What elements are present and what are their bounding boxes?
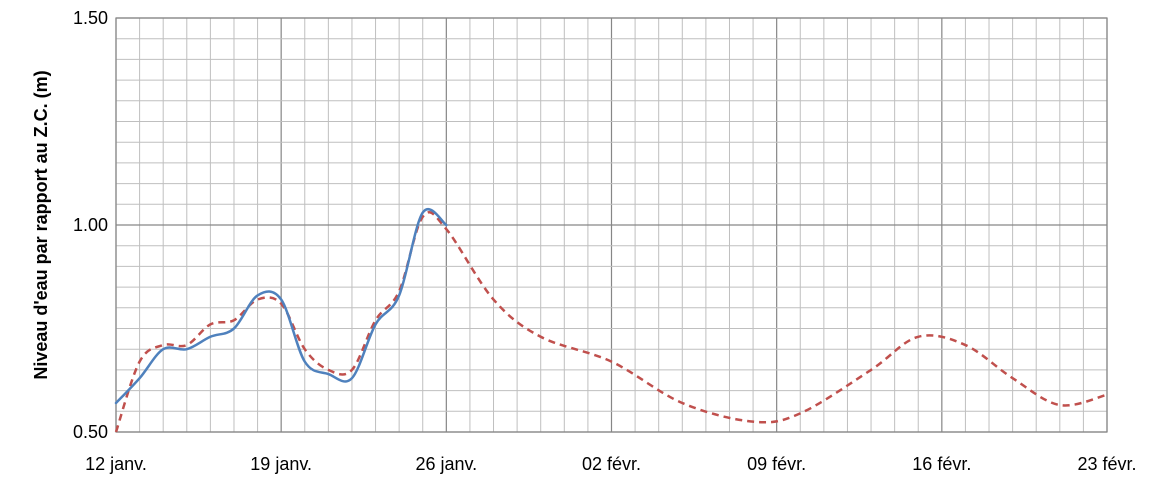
series-lines: [114, 208, 1108, 433]
x-tick-label: 09 févr.: [747, 454, 806, 474]
y-axis-title: Niveau d'eau par rapport au Z.C. (m): [31, 70, 51, 379]
x-tick-label: 19 janv.: [250, 454, 312, 474]
series-line-solid-blue: [114, 208, 448, 405]
x-tick-label: 02 févr.: [582, 454, 641, 474]
x-tick-label: 23 févr.: [1077, 454, 1136, 474]
y-tick-label: 1.00: [73, 215, 108, 235]
x-tick-labels: 12 janv. 19 janv. 26 janv. 02 févr. 09 févr.…: [85, 454, 1136, 474]
x-tick-label: 26 janv.: [415, 454, 477, 474]
gridlines: [115, 17, 1108, 433]
y-tick-labels: 0.50 1.00 1.50: [73, 8, 108, 442]
y-tick-label: 1.50: [73, 8, 108, 28]
series-line-dashed-red: [114, 211, 1108, 433]
y-tick-label: 0.50: [73, 422, 108, 442]
x-tick-label: 12 janv.: [85, 454, 147, 474]
x-tick-label: 16 févr.: [912, 454, 971, 474]
plot-area-border: [115, 17, 1108, 433]
